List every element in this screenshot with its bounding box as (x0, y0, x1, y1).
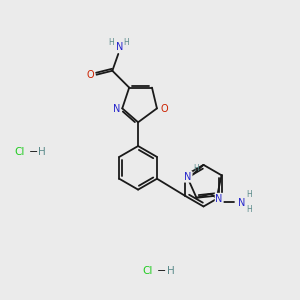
Text: N: N (184, 172, 192, 182)
Text: H: H (193, 164, 199, 173)
Text: N: N (215, 194, 223, 204)
Text: Cl: Cl (14, 147, 24, 157)
Text: O: O (160, 104, 168, 114)
Text: N: N (112, 104, 120, 114)
Text: H: H (246, 205, 252, 214)
Text: −: − (28, 147, 38, 157)
Text: H: H (123, 38, 129, 46)
Text: N: N (238, 198, 246, 208)
Text: −: − (157, 266, 167, 276)
Text: H: H (38, 147, 46, 157)
Text: H: H (109, 38, 114, 46)
Text: Cl: Cl (143, 266, 153, 276)
Text: H: H (167, 266, 175, 276)
Text: N: N (116, 42, 123, 52)
Text: O: O (87, 70, 94, 80)
Text: H: H (246, 190, 252, 199)
